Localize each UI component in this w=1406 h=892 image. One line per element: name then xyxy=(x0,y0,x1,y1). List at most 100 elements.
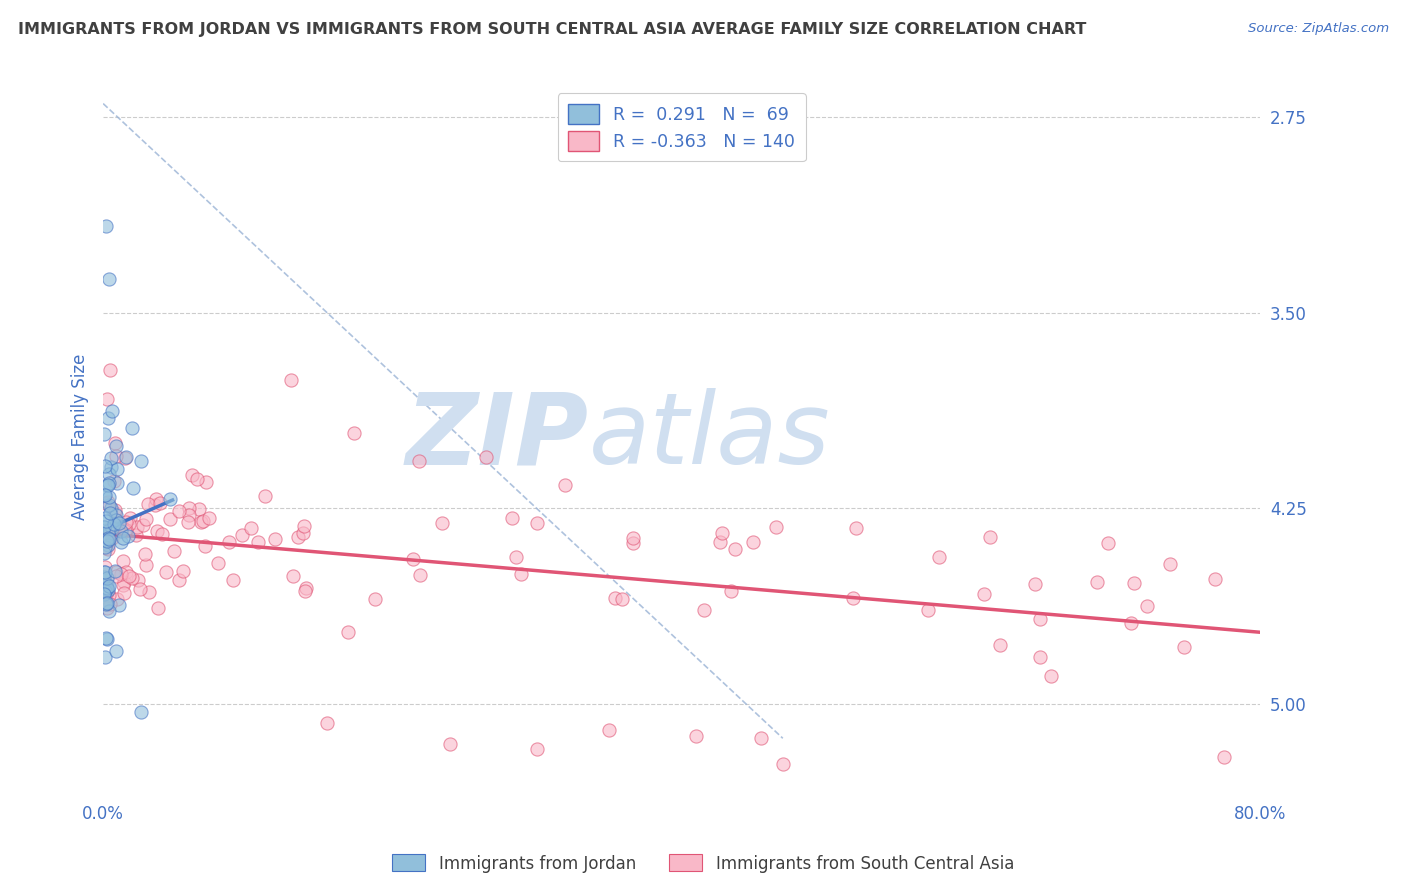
Point xyxy=(96,478,118,492)
Point xyxy=(101,528,124,542)
Point xyxy=(96,531,118,545)
Point xyxy=(772,757,794,772)
Point xyxy=(125,519,148,533)
Point xyxy=(409,568,432,582)
Point xyxy=(474,450,496,465)
Point xyxy=(283,569,305,583)
Point xyxy=(117,528,139,542)
Point xyxy=(97,271,120,285)
Point xyxy=(96,392,118,406)
Point xyxy=(97,523,120,537)
Point xyxy=(100,450,122,465)
Point xyxy=(138,585,160,599)
Point xyxy=(1029,650,1052,665)
Point xyxy=(100,460,122,475)
Point xyxy=(104,436,127,450)
Point xyxy=(105,566,128,580)
Point xyxy=(94,583,117,598)
Point xyxy=(973,587,995,601)
Point xyxy=(96,632,118,647)
Point xyxy=(97,411,120,425)
Point xyxy=(917,602,939,616)
Point xyxy=(146,524,169,538)
Point xyxy=(177,515,200,529)
Point xyxy=(135,512,157,526)
Point xyxy=(336,624,359,639)
Point xyxy=(93,427,115,442)
Point xyxy=(104,506,127,520)
Point xyxy=(105,462,128,476)
Point xyxy=(239,520,262,534)
Point xyxy=(105,592,128,607)
Point xyxy=(749,731,772,746)
Point xyxy=(93,565,115,579)
Point xyxy=(115,515,138,529)
Point xyxy=(134,547,156,561)
Point xyxy=(179,501,201,516)
Point xyxy=(432,516,454,530)
Point xyxy=(146,601,169,615)
Point xyxy=(104,449,127,463)
Point xyxy=(190,515,212,529)
Point xyxy=(94,631,117,645)
Point xyxy=(510,567,533,582)
Point xyxy=(107,516,129,531)
Point xyxy=(402,552,425,566)
Point xyxy=(121,421,143,435)
Point xyxy=(111,519,134,533)
Point xyxy=(97,542,120,557)
Point xyxy=(93,577,115,591)
Point xyxy=(842,591,865,605)
Point xyxy=(93,496,115,510)
Point xyxy=(505,550,527,565)
Point xyxy=(198,511,221,525)
Text: Source: ZipAtlas.com: Source: ZipAtlas.com xyxy=(1249,22,1389,36)
Point xyxy=(98,532,121,546)
Point xyxy=(364,591,387,606)
Point xyxy=(287,530,309,544)
Point xyxy=(96,596,118,610)
Point xyxy=(98,506,121,520)
Point xyxy=(104,568,127,582)
Point xyxy=(97,583,120,598)
Point xyxy=(765,520,787,534)
Point xyxy=(598,723,620,738)
Point xyxy=(121,571,143,585)
Point xyxy=(93,650,115,665)
Point xyxy=(104,564,127,578)
Point xyxy=(621,536,644,550)
Point xyxy=(222,573,245,587)
Text: ZIP: ZIP xyxy=(406,388,589,485)
Point xyxy=(187,501,209,516)
Point xyxy=(131,517,153,532)
Point xyxy=(112,574,135,589)
Point xyxy=(105,475,128,490)
Point xyxy=(115,523,138,537)
Point xyxy=(990,638,1012,652)
Point xyxy=(97,604,120,618)
Point xyxy=(292,525,315,540)
Point xyxy=(112,585,135,599)
Point xyxy=(97,475,120,490)
Y-axis label: Average Family Size: Average Family Size xyxy=(72,353,89,520)
Point xyxy=(96,582,118,597)
Point xyxy=(149,496,172,510)
Point xyxy=(94,541,117,556)
Point xyxy=(280,373,302,387)
Point xyxy=(100,520,122,534)
Point xyxy=(554,478,576,492)
Point xyxy=(96,514,118,528)
Point xyxy=(246,535,269,549)
Point xyxy=(96,582,118,596)
Point xyxy=(928,550,950,565)
Point xyxy=(501,510,523,524)
Point xyxy=(1136,599,1159,614)
Point xyxy=(195,475,218,490)
Point xyxy=(96,600,118,615)
Point xyxy=(98,490,121,504)
Point xyxy=(186,472,208,486)
Point xyxy=(101,404,124,418)
Point xyxy=(709,534,731,549)
Point xyxy=(94,560,117,574)
Point xyxy=(97,477,120,491)
